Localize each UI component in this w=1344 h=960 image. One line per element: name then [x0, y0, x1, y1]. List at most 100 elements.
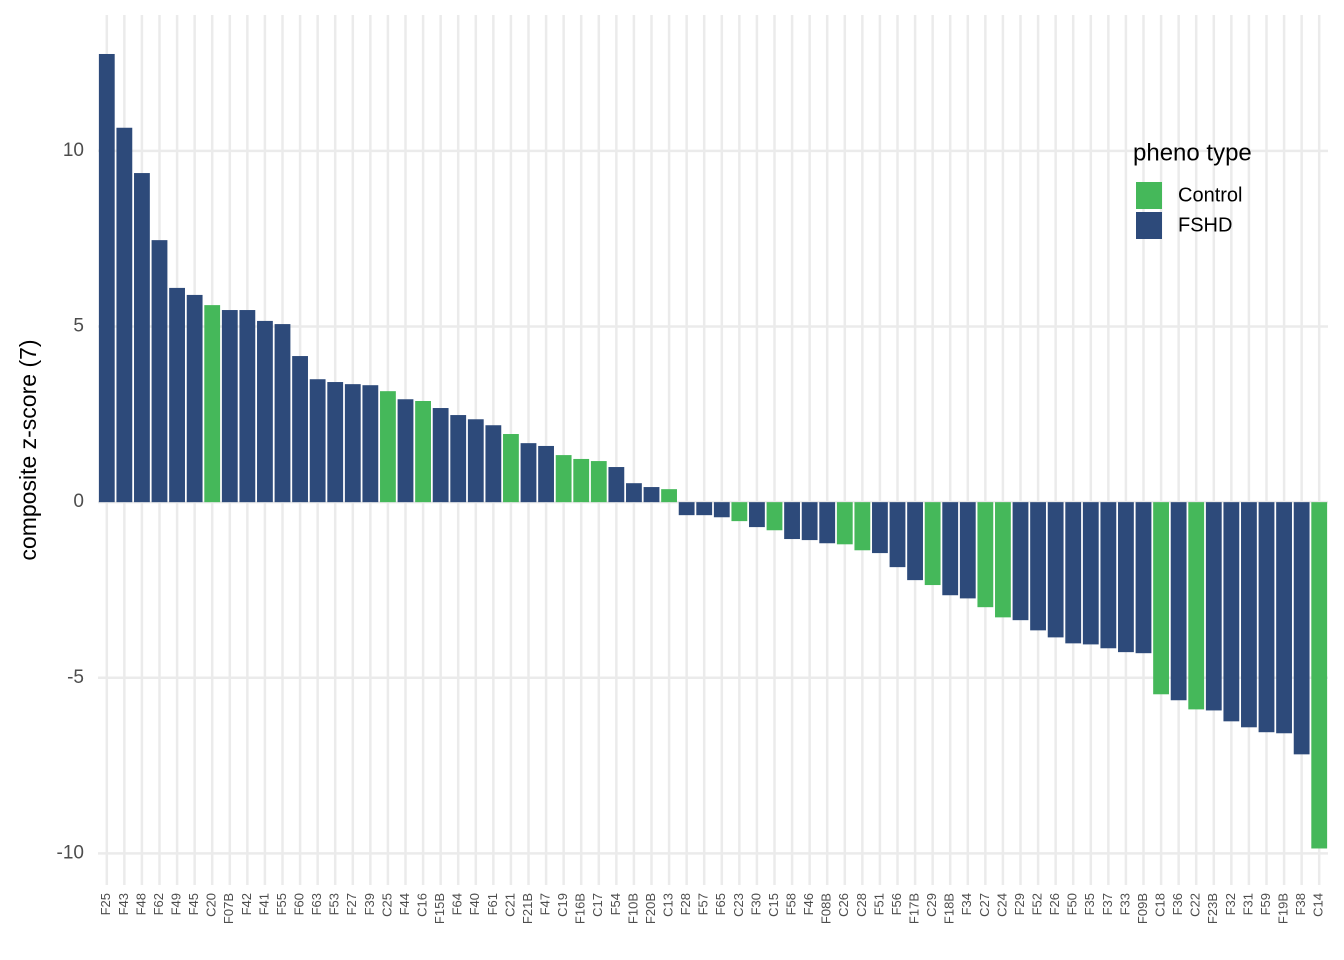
x-tick-label: F59 — [1258, 893, 1273, 915]
x-tick-label: F62 — [151, 893, 166, 915]
x-tick-label: F38 — [1293, 893, 1308, 915]
x-tick-label: C27 — [977, 893, 992, 917]
x-tick-label: C13 — [661, 893, 676, 917]
x-tick-label: F23B — [1205, 893, 1220, 924]
bar — [186, 294, 203, 503]
bar — [432, 408, 449, 503]
bar — [309, 379, 326, 503]
bar — [942, 502, 959, 596]
bar — [1153, 502, 1169, 695]
x-tick-label: C22 — [1188, 893, 1203, 917]
bar — [1170, 502, 1187, 701]
bar — [854, 502, 871, 551]
bar — [959, 502, 976, 599]
x-tick-label: F60 — [292, 893, 307, 915]
bar — [766, 502, 783, 531]
bar — [116, 127, 133, 503]
bar — [1047, 502, 1064, 638]
x-tick-label: F40 — [467, 893, 482, 915]
y-axis-title: composite z-score (7) — [15, 339, 41, 560]
bar — [1311, 502, 1328, 849]
bar — [98, 53, 115, 503]
x-tick-label: F19B — [1276, 893, 1291, 924]
bar — [889, 502, 906, 568]
bar — [1065, 502, 1082, 644]
bar — [836, 502, 853, 545]
bar — [1030, 502, 1046, 631]
x-tick-label: F37 — [1100, 893, 1115, 915]
legend-swatch — [1136, 182, 1162, 209]
bar — [538, 445, 554, 503]
x-tick-label: F21B — [520, 893, 535, 924]
x-tick-label: F10B — [625, 893, 640, 924]
y-tick-label: 0 — [73, 491, 84, 512]
x-tick-label: F63 — [309, 893, 324, 915]
x-tick-label: F42 — [239, 893, 254, 915]
x-tick-label: F61 — [485, 893, 500, 915]
x-tick-label: C24 — [994, 893, 1009, 917]
bar — [467, 419, 484, 503]
x-tick-label: F28 — [678, 893, 693, 915]
bar — [1241, 502, 1257, 728]
x-tick-label: F17B — [907, 893, 922, 924]
x-tick-label: F52 — [1030, 893, 1045, 915]
bar — [924, 502, 941, 586]
bar — [1100, 502, 1117, 649]
x-tick-label: F09B — [1135, 893, 1150, 924]
x-tick-label: F15B — [432, 893, 447, 924]
bar — [784, 502, 800, 540]
x-tick-label: F30 — [748, 893, 763, 915]
bar — [573, 458, 590, 503]
bar — [1293, 502, 1310, 755]
x-tick-label: F54 — [608, 893, 623, 915]
bar — [221, 310, 238, 503]
bar — [1205, 502, 1222, 711]
x-tick-label: F29 — [1012, 893, 1027, 915]
x-tick-label: F31 — [1240, 893, 1255, 915]
x-tick-label: F50 — [1065, 893, 1080, 915]
x-tick-label: F44 — [397, 893, 412, 915]
x-tick-label: F45 — [186, 893, 201, 915]
x-tick-label: C23 — [731, 893, 746, 917]
x-tick-label: F34 — [959, 893, 974, 915]
legend-title: pheno type — [1133, 139, 1252, 166]
bar — [1118, 502, 1134, 653]
bar — [274, 324, 291, 503]
bar — [1223, 502, 1240, 722]
bar — [1012, 502, 1029, 621]
y-tick-label: 10 — [63, 140, 84, 161]
bar — [731, 502, 748, 522]
x-tick-label: F47 — [538, 893, 553, 915]
bar — [696, 502, 713, 516]
bar — [362, 385, 379, 503]
legend-label: FSHD — [1178, 214, 1232, 236]
x-tick-label: F53 — [327, 893, 342, 915]
bar — [907, 502, 923, 581]
bar — [555, 455, 572, 503]
x-tick-label: F18B — [942, 893, 957, 924]
bar — [643, 487, 660, 503]
x-tick-label: C26 — [836, 893, 851, 917]
bar — [749, 502, 765, 528]
bar — [1082, 502, 1099, 645]
x-tick-label: F07B — [221, 893, 236, 924]
bar — [1188, 502, 1205, 710]
bar — [1258, 502, 1275, 733]
x-tick-label: C18 — [1153, 893, 1168, 917]
bar — [344, 384, 361, 503]
bar — [1135, 502, 1152, 654]
bar — [292, 356, 308, 503]
x-tick-label: F20B — [643, 893, 658, 924]
bar — [590, 461, 607, 503]
x-tick-label: F26 — [1047, 893, 1062, 915]
x-tick-label: F41 — [256, 893, 271, 915]
x-tick-label: F08B — [819, 893, 834, 924]
x-tick-label: C16 — [415, 893, 430, 917]
x-tick-label: F57 — [696, 893, 711, 915]
bar — [995, 502, 1011, 618]
x-tick-label: F49 — [169, 893, 184, 915]
y-tick-label: 5 — [73, 316, 84, 337]
x-tick-label: F48 — [133, 893, 148, 915]
bar — [1276, 502, 1292, 734]
